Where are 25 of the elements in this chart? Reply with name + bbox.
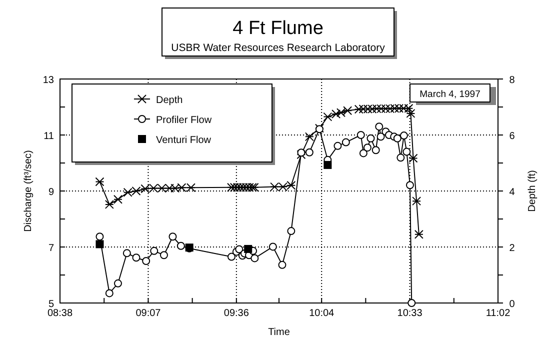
x-tick-label: 11:02 [486, 308, 511, 319]
chart-title: 4 Ft Flume [232, 18, 324, 39]
x-tick-label: 08:38 [47, 308, 73, 319]
chart-subtitle: USBR Water Resources Research Laboratory [171, 42, 386, 54]
x-tick-label: 10:04 [309, 308, 335, 319]
y-tick-label: 7 [48, 243, 54, 254]
y2-tick-label: 0 [509, 299, 516, 310]
y-tick-label: 9 [48, 187, 54, 198]
legend-label: Venturi Flow [156, 135, 212, 146]
legend-label: Depth [156, 95, 183, 106]
x-tick-label: 10:33 [397, 308, 423, 319]
x-tick-label: 09:36 [224, 308, 250, 319]
x-tick-label: 09:07 [136, 308, 162, 319]
y2-axis-title: Depth (ft) [527, 170, 538, 212]
y-tick-label: 11 [44, 131, 54, 142]
y2-tick-label: 8 [509, 75, 516, 86]
y-tick-label: 13 [42, 75, 54, 86]
y2-tick-label: 6 [509, 131, 516, 142]
y-tick-label: 5 [48, 299, 54, 310]
y2-tick-label: 4 [509, 187, 516, 198]
y2-tick-label: 2 [509, 243, 516, 254]
annotation: March 4, 1997 [420, 89, 480, 100]
x-axis-title: Time [268, 327, 290, 338]
legend-label: Profiler Flow [156, 115, 212, 126]
y-axis-title: Discharge (ft³/sec) [23, 150, 34, 232]
